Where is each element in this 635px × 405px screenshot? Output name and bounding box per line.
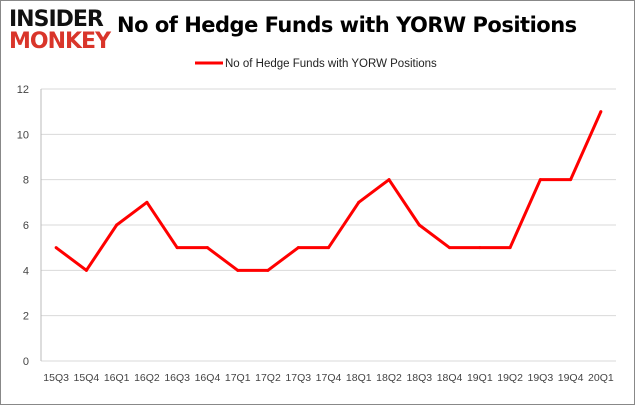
y-tick-label: 10: [17, 129, 29, 141]
x-tick-label: 15Q3: [43, 372, 69, 384]
x-tick-label: 16Q4: [195, 372, 221, 384]
data-point: [327, 246, 330, 250]
data-point: [54, 246, 58, 250]
x-tick-label: 19Q3: [527, 372, 553, 384]
data-point: [448, 246, 452, 250]
data-point: [387, 178, 391, 182]
data-point: [236, 268, 240, 272]
data-point: [508, 246, 512, 250]
chart-title: No of Hedge Funds with YORW Positions: [117, 13, 577, 37]
data-point: [175, 246, 179, 250]
x-tick-label: 17Q4: [316, 372, 342, 384]
x-tick-label: 17Q3: [285, 372, 311, 384]
y-tick-label: 4: [23, 265, 29, 277]
data-point: [84, 268, 88, 272]
x-tick-label: 18Q3: [406, 372, 432, 384]
y-tick-label: 2: [23, 311, 29, 323]
data-point: [115, 223, 119, 227]
x-tick-label: 16Q1: [104, 372, 130, 384]
x-tick-label: 16Q2: [134, 372, 160, 384]
data-point: [266, 268, 270, 272]
y-tick-label: 12: [17, 84, 29, 96]
data-point: [569, 178, 573, 182]
x-tick-label: 18Q1: [346, 372, 372, 384]
data-point: [599, 110, 603, 114]
data-point: [145, 200, 149, 204]
x-tick-label: 19Q4: [558, 372, 584, 384]
y-tick-label: 6: [23, 220, 29, 232]
x-tick-label: 19Q1: [467, 372, 493, 384]
x-tick-label: 16Q3: [164, 372, 190, 384]
data-point: [538, 178, 542, 182]
logo-insider: INSIDER: [9, 7, 104, 32]
x-tick-label: 15Q4: [74, 372, 100, 384]
y-tick-label: 0: [23, 356, 29, 368]
x-tick-label: 20Q1: [588, 372, 614, 384]
x-tick-label: 17Q1: [225, 372, 251, 384]
x-tick-label: 19Q2: [497, 372, 523, 384]
logo-monkey: MONKEY: [9, 29, 111, 54]
y-tick-label: 8: [23, 175, 29, 187]
x-tick-label: 18Q4: [437, 372, 463, 384]
data-point: [205, 246, 209, 250]
legend-label: No of Hedge Funds with YORW Positions: [225, 58, 437, 70]
data-point: [357, 200, 361, 204]
x-tick-label: 18Q2: [376, 372, 402, 384]
data-point: [478, 246, 482, 250]
data-point: [417, 223, 421, 227]
data-point: [296, 246, 300, 250]
x-tick-label: 17Q2: [255, 372, 281, 384]
